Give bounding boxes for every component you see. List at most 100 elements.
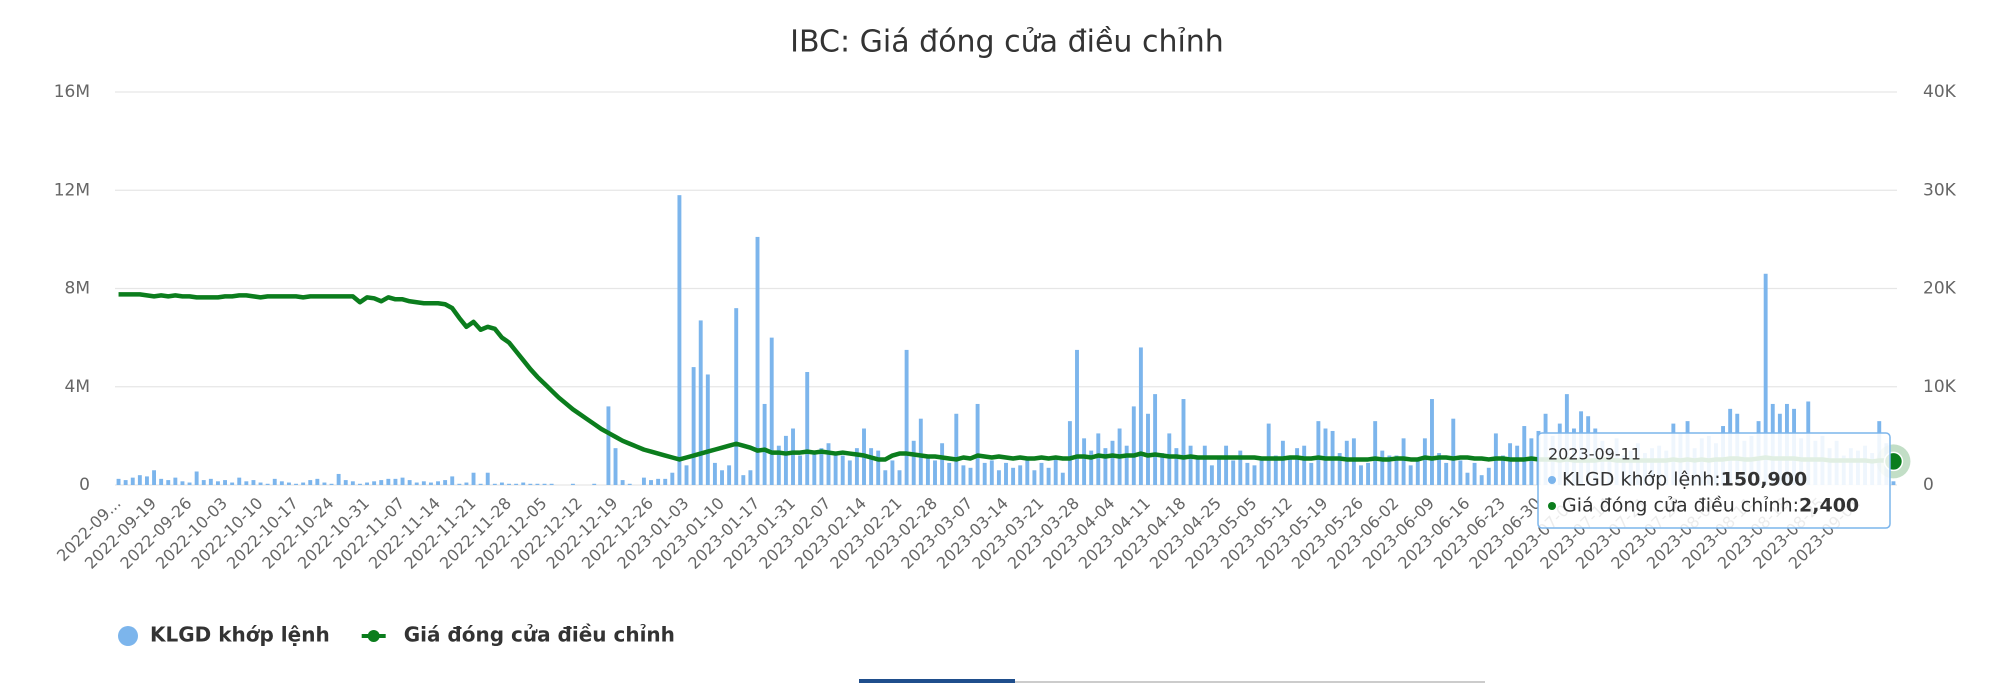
volume-bar [144, 476, 149, 485]
volume-bar [748, 470, 753, 485]
volume-bar [918, 418, 923, 485]
volume-bar [798, 455, 803, 485]
volume-bar [613, 448, 618, 485]
volume-bar [691, 367, 696, 485]
volume-bar [265, 483, 270, 485]
volume-bar [947, 462, 952, 485]
volume-bar [365, 482, 369, 485]
volume-bar [677, 195, 682, 485]
volume-bar [940, 443, 945, 485]
volume-bar [1181, 399, 1186, 485]
volume-bar [329, 483, 334, 485]
volume-bar [776, 445, 781, 485]
volume-bar [208, 478, 213, 485]
volume-bar [1522, 426, 1527, 485]
volume-bar [1146, 413, 1150, 485]
volume-bar [528, 483, 533, 485]
volume-bar [1188, 445, 1193, 485]
volume-bar [656, 478, 661, 485]
volume-bar [457, 483, 462, 485]
volume-bar [1359, 465, 1363, 485]
volume-bar [436, 481, 440, 485]
volume-bar [478, 483, 483, 485]
volume-bar [1096, 433, 1101, 485]
volume-bar [1280, 440, 1285, 485]
volume-bar [698, 320, 703, 485]
volume-bar [308, 480, 313, 485]
volume-bar [897, 470, 902, 485]
volume-bar [847, 460, 852, 485]
volume-bar [826, 443, 831, 485]
volume-bar [1437, 453, 1442, 485]
volume-bar [1344, 440, 1349, 485]
y2-tick-label: 20K [1923, 279, 1957, 299]
volume-bar [805, 372, 810, 485]
volume-bar [443, 480, 448, 485]
tooltip: 2023-09-11 KLGD khớp lệnh: 150,900 Giá đón… [1537, 432, 1891, 529]
volume-bar [606, 406, 611, 485]
volume-bar [911, 440, 916, 485]
volume-bar [1224, 445, 1229, 485]
volume-bar [1763, 273, 1768, 485]
y2-tick-label: 10K [1923, 377, 1957, 397]
volume-bar [1394, 455, 1399, 485]
volume-bar [407, 480, 412, 485]
volume-bar [840, 455, 845, 485]
volume-bar [954, 413, 959, 485]
volume-bar [223, 480, 227, 485]
volume-bar [322, 482, 327, 485]
volume-bar [1387, 455, 1392, 485]
volume-bar [1529, 438, 1534, 485]
volume-bar [521, 482, 526, 485]
volume-bar [1110, 440, 1115, 485]
volume-bar [570, 483, 575, 485]
volume-bar [783, 435, 788, 485]
volume-bar [542, 483, 547, 485]
volume-bar [1075, 349, 1079, 485]
volume-bar [741, 475, 746, 485]
legend-marker [118, 626, 138, 646]
tooltip-box [1537, 432, 1891, 529]
volume-bar [1486, 467, 1491, 485]
volume-bar [968, 467, 973, 485]
volume-bar [592, 483, 597, 485]
volume-bar [194, 471, 199, 485]
volume-bar [1252, 465, 1257, 485]
volume-bar [869, 448, 874, 485]
volume-bar [1479, 475, 1484, 485]
volume-bar [315, 478, 320, 485]
volume-bar [1053, 457, 1058, 485]
volume-bar [989, 460, 994, 485]
volume-bar [130, 477, 135, 485]
volume-bar [1266, 423, 1271, 485]
volume-bar [1195, 455, 1200, 485]
volume-bar [372, 481, 377, 485]
volume-bar [620, 480, 625, 485]
volume-bar [720, 470, 724, 485]
volume-bar [1273, 455, 1278, 485]
volume-bar [1501, 455, 1505, 485]
tooltip-label: KLGD khớp lệnh: [1562, 469, 1721, 491]
volume-bar [1217, 457, 1221, 485]
volume-bar [187, 482, 192, 485]
y2-tick-label: 30K [1923, 180, 1957, 200]
volume-bar [627, 483, 632, 485]
volume-bar [961, 465, 966, 485]
volume-bar [1103, 448, 1108, 485]
volume-bar [1004, 462, 1008, 485]
legend-label[interactable]: Giá đóng cửa điều chỉnh [404, 623, 675, 647]
volume-bar [876, 450, 881, 485]
volume-bar [499, 482, 504, 485]
active-tab[interactable] [859, 679, 1015, 683]
volume-bar [450, 476, 455, 485]
volume-bar [471, 472, 476, 485]
y2-tick-label: 0 [1923, 475, 1934, 495]
tab-bar [859, 681, 1485, 683]
volume-bar [286, 482, 291, 485]
volume-bar [1131, 406, 1136, 485]
y-tick-label: 0 [79, 475, 90, 495]
legend-label[interactable]: KLGD khớp lệnh [150, 623, 330, 647]
volume-bar [1295, 448, 1300, 485]
